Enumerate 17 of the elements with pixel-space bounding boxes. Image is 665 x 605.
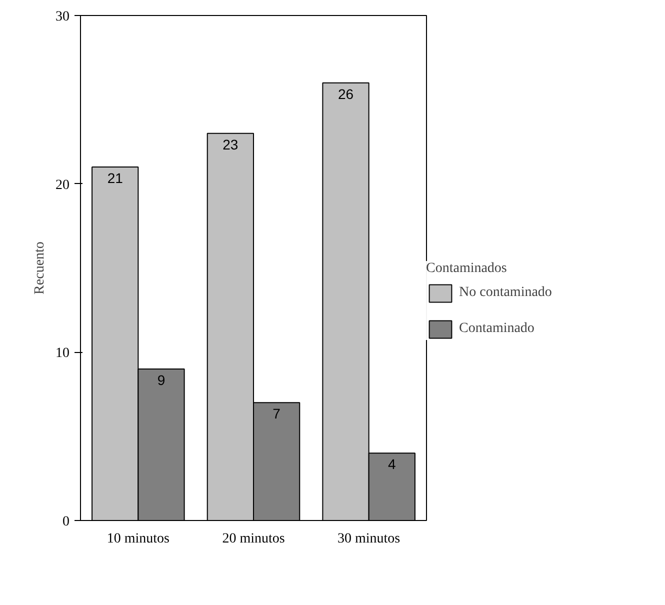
legend-label: Contaminado xyxy=(459,321,534,337)
legend-title: Contaminados xyxy=(426,261,508,277)
y-axis-title: Recuento xyxy=(32,242,48,294)
data-label: 4 xyxy=(388,456,396,472)
data-label: 26 xyxy=(338,86,354,102)
y-tick-label: 30 xyxy=(56,10,70,24)
data-label: 9 xyxy=(157,372,166,388)
legend-label: No contaminado xyxy=(459,285,552,301)
y-tick-label: 20 xyxy=(56,178,70,193)
data-label: 21 xyxy=(107,170,124,186)
y-tick-label: 0 xyxy=(62,514,70,530)
data-label: 23 xyxy=(222,136,238,152)
y-tick-label: 10 xyxy=(56,346,70,362)
x-tick-label: 20 minutos xyxy=(222,532,285,546)
data-label: 7 xyxy=(272,406,281,422)
x-tick-label: 30 minutos xyxy=(338,532,400,546)
x-tick-label: 10 minutos xyxy=(106,532,170,546)
